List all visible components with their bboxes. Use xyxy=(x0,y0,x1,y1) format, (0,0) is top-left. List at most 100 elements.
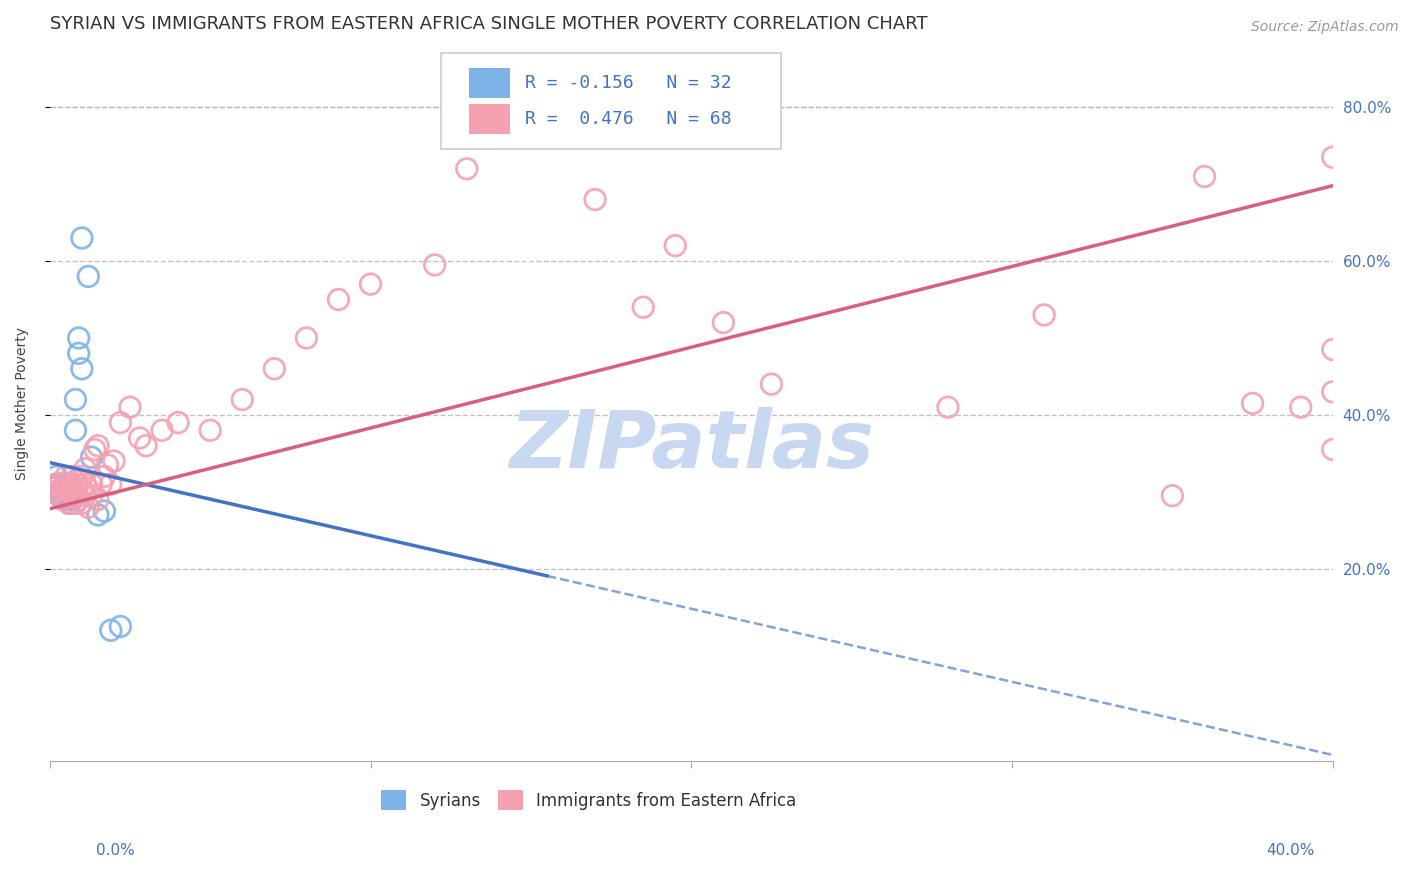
Point xyxy=(631,300,654,314)
Point xyxy=(58,489,80,503)
Point xyxy=(60,469,83,483)
Point xyxy=(103,454,125,468)
Point xyxy=(80,477,103,491)
Point xyxy=(761,377,783,392)
Point xyxy=(52,492,75,507)
Point xyxy=(664,238,686,252)
Point xyxy=(58,484,80,499)
Point xyxy=(711,316,734,330)
Text: R = -0.156   N = 32: R = -0.156 N = 32 xyxy=(524,74,731,92)
Point xyxy=(1161,489,1184,503)
Point xyxy=(58,477,80,491)
Point xyxy=(150,423,173,437)
Point xyxy=(48,484,70,499)
Point xyxy=(42,484,65,499)
Point xyxy=(1322,150,1344,164)
Point xyxy=(55,489,77,503)
Point xyxy=(55,477,77,491)
Point xyxy=(52,484,75,499)
Point xyxy=(1322,343,1344,357)
Point xyxy=(488,123,510,137)
Point xyxy=(65,423,87,437)
Point xyxy=(48,489,70,503)
Point xyxy=(52,481,75,495)
Point xyxy=(77,269,100,284)
Point xyxy=(67,346,90,360)
Point xyxy=(1322,384,1344,399)
Point xyxy=(200,423,222,437)
Point xyxy=(60,489,83,503)
Point xyxy=(167,416,190,430)
Point xyxy=(70,469,93,483)
Point xyxy=(70,231,93,245)
Point xyxy=(77,500,100,515)
Text: 40.0%: 40.0% xyxy=(1267,843,1315,858)
Point xyxy=(60,489,83,503)
Point xyxy=(110,619,132,633)
Point xyxy=(65,484,87,499)
Point xyxy=(87,508,110,522)
Point xyxy=(65,496,87,510)
Point xyxy=(55,481,77,495)
Point xyxy=(80,489,103,503)
Point xyxy=(48,477,70,491)
Point xyxy=(70,361,93,376)
Point xyxy=(1289,401,1312,415)
Point xyxy=(90,477,112,491)
Point xyxy=(93,504,115,518)
Text: R =  0.476   N = 68: R = 0.476 N = 68 xyxy=(524,110,731,128)
Text: 0.0%: 0.0% xyxy=(96,843,135,858)
Point xyxy=(295,331,318,345)
Point xyxy=(231,392,253,407)
Point xyxy=(423,258,446,272)
Point xyxy=(55,489,77,503)
Point xyxy=(263,361,285,376)
Point xyxy=(52,481,75,495)
Point xyxy=(551,77,574,91)
Point xyxy=(93,469,115,483)
Point xyxy=(100,624,122,638)
Point xyxy=(58,492,80,507)
Point xyxy=(52,489,75,503)
Point xyxy=(87,439,110,453)
Point xyxy=(75,489,97,503)
Point xyxy=(45,477,67,491)
Point xyxy=(65,392,87,407)
Point xyxy=(70,484,93,499)
Legend: Syrians, Immigrants from Eastern Africa: Syrians, Immigrants from Eastern Africa xyxy=(374,783,803,817)
Point xyxy=(45,469,67,483)
Point xyxy=(55,492,77,507)
Point xyxy=(58,484,80,499)
FancyBboxPatch shape xyxy=(441,53,782,149)
Point xyxy=(936,401,959,415)
Text: ZIPatlas: ZIPatlas xyxy=(509,408,873,485)
Point xyxy=(135,439,157,453)
Point xyxy=(1241,396,1264,410)
Point xyxy=(65,473,87,487)
Point xyxy=(75,462,97,476)
Point xyxy=(100,477,122,491)
Point xyxy=(97,458,120,472)
Point xyxy=(1322,442,1344,457)
Point xyxy=(55,469,77,483)
Point xyxy=(45,477,67,491)
Point xyxy=(60,484,83,499)
Point xyxy=(360,277,382,292)
Point xyxy=(1033,308,1056,322)
Point xyxy=(55,484,77,499)
Point xyxy=(1194,169,1216,184)
Point xyxy=(67,492,90,507)
Point xyxy=(67,331,90,345)
Point xyxy=(70,496,93,510)
Point xyxy=(67,477,90,491)
Point xyxy=(328,293,350,307)
FancyBboxPatch shape xyxy=(470,103,510,134)
Point xyxy=(87,492,110,507)
Point xyxy=(75,477,97,491)
Point xyxy=(58,496,80,510)
Point xyxy=(48,477,70,491)
Point xyxy=(128,431,150,445)
Point xyxy=(42,481,65,495)
Point xyxy=(60,492,83,507)
Point xyxy=(60,481,83,495)
